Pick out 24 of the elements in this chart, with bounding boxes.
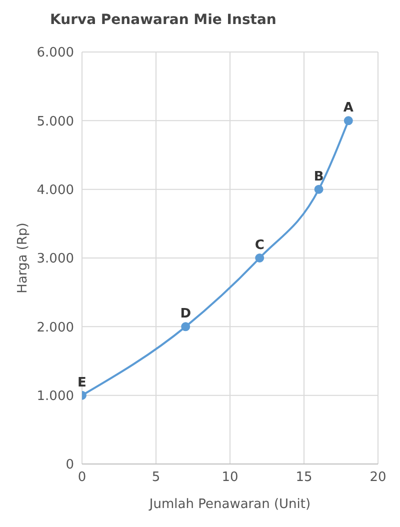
point: [255, 254, 264, 262]
x-tick-label: 20: [370, 470, 386, 486]
annotation: E: [78, 375, 86, 390]
y-tick-label: 3.000: [36, 252, 74, 267]
annotation: B: [314, 169, 324, 184]
y-tick-label: 5.000: [36, 114, 74, 130]
y-tick-label: 0: [66, 458, 74, 473]
y-tick-label: 2.000: [36, 320, 74, 336]
y-axis-title: Harga (Rp): [16, 222, 31, 294]
x-tick-label: 0: [78, 470, 86, 486]
x-axis-title: Jumlah Penawaran (Unit): [148, 497, 311, 512]
x-tick-label: 10: [222, 470, 238, 486]
x-tick-label: 5: [152, 470, 160, 486]
annotation: A: [343, 100, 354, 116]
y-tick-label: 4.000: [36, 182, 74, 198]
point: [181, 322, 190, 332]
point: [344, 116, 353, 126]
chart-title: Kurva Penawaran Mie Instan: [49, 11, 278, 30]
annotation: C: [254, 238, 264, 253]
y-tick-label: 6.000: [36, 46, 74, 61]
annotation: D: [180, 306, 192, 322]
point: [314, 184, 324, 194]
x-tick-label: 15: [296, 470, 312, 486]
y-tick-label: 1.000: [36, 388, 74, 404]
